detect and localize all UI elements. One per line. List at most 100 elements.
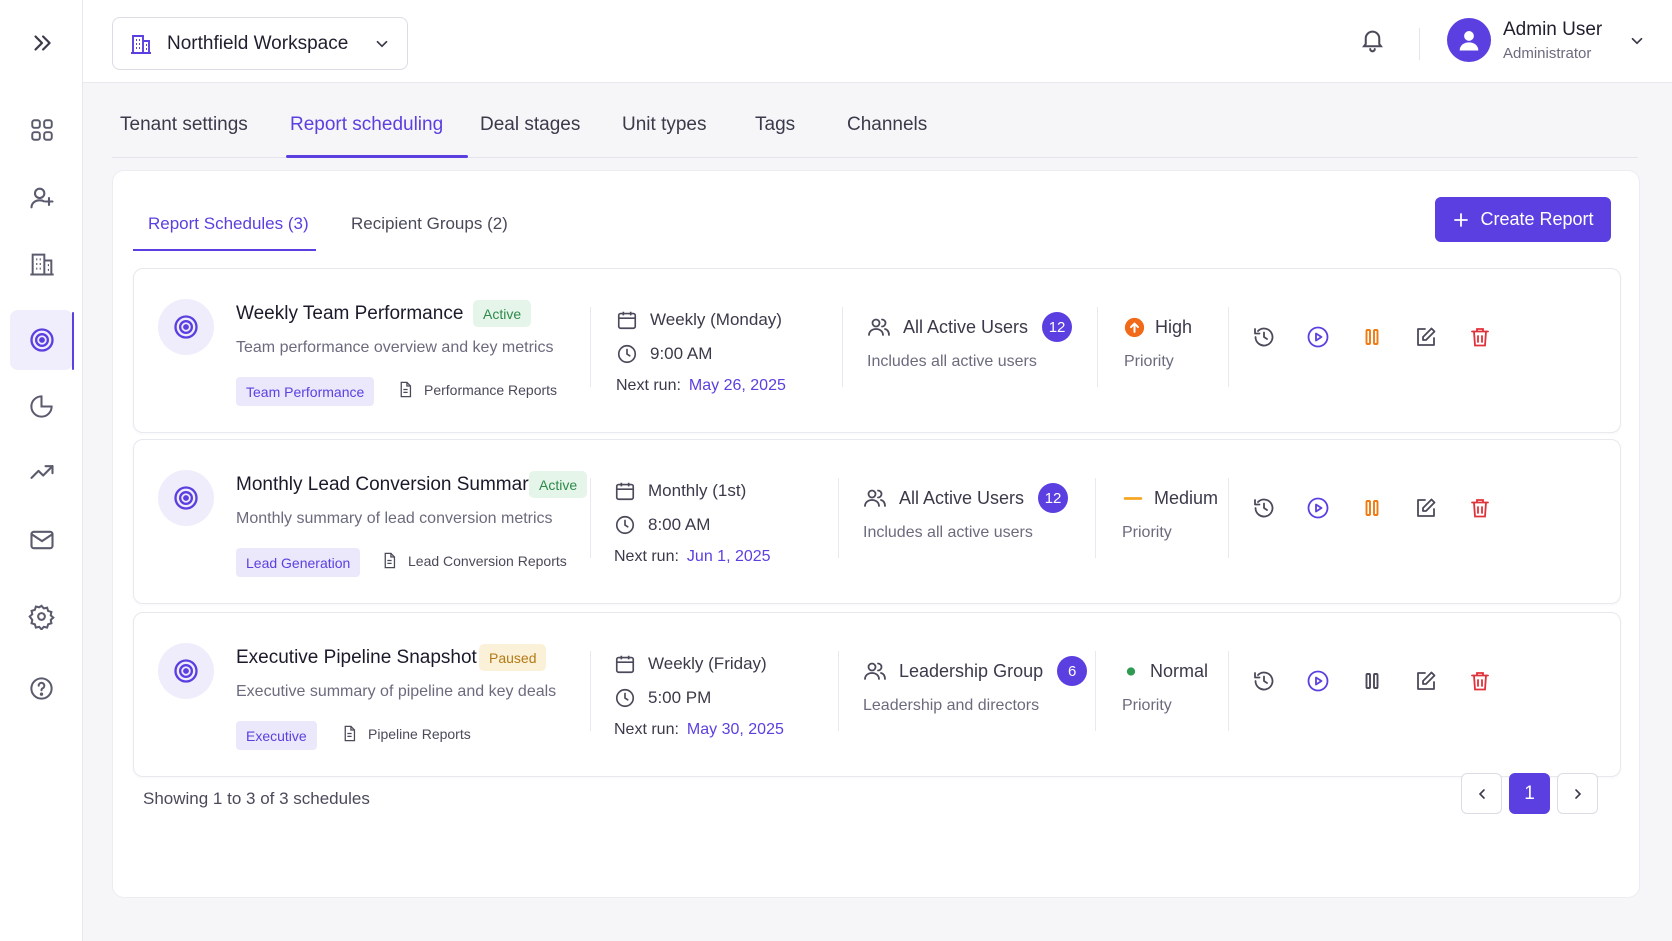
tab-unit-types[interactable]: Unit types xyxy=(622,114,707,135)
play-icon[interactable] xyxy=(1306,669,1330,693)
calendar-icon xyxy=(615,655,635,674)
workspace-selector[interactable]: Northfield Workspace xyxy=(112,17,408,70)
sidebar-item-trends[interactable] xyxy=(10,442,73,502)
priority-label: Priority xyxy=(1124,353,1174,370)
next-run: Next run: Jun 1, 2025 xyxy=(614,548,771,566)
sidebar-item-users[interactable] xyxy=(10,168,73,228)
history-icon[interactable] xyxy=(1252,325,1276,349)
sidebar-item-help[interactable] xyxy=(10,658,73,718)
pause-icon[interactable] xyxy=(1360,669,1384,693)
schedule-description: Monthly summary of lead conversion metri… xyxy=(236,510,553,527)
sidebar xyxy=(0,0,83,941)
page-1-button[interactable]: 1 xyxy=(1509,773,1550,814)
play-icon[interactable] xyxy=(1306,325,1330,349)
sidebar-item-settings[interactable] xyxy=(10,586,73,646)
run-time: 5:00 PM xyxy=(614,687,711,709)
trash-icon[interactable] xyxy=(1468,496,1492,520)
clock-icon xyxy=(615,688,635,708)
topbar-divider xyxy=(1419,28,1420,60)
expand-icon xyxy=(33,35,51,51)
sidebar-item-mail[interactable] xyxy=(10,510,73,570)
recipients-description: Includes all active users xyxy=(863,524,1033,541)
sidebar-item-targets[interactable] xyxy=(10,310,73,370)
schedule-icon xyxy=(158,299,214,355)
tab-channels[interactable]: Channels xyxy=(847,114,928,135)
add-user-icon xyxy=(29,187,54,209)
target-icon xyxy=(29,328,54,352)
schedule-title: Weekly Team Performance xyxy=(236,303,464,324)
sidebar-active-indicator xyxy=(72,312,74,370)
frequency: Weekly (Friday) xyxy=(614,653,767,675)
report-type-label: Pipeline Reports xyxy=(368,725,471,742)
trash-icon[interactable] xyxy=(1468,669,1492,693)
next-run-label: Next run: xyxy=(616,377,681,394)
top-bar: Northfield Workspace Admin User Administ… xyxy=(83,0,1672,83)
run-time-label: 5:00 PM xyxy=(648,688,712,707)
notifications-button[interactable] xyxy=(1359,26,1386,53)
arrow-up-circle-icon xyxy=(1124,317,1145,338)
report-type: Lead Conversion Reports xyxy=(381,551,567,570)
sidebar-item-analytics[interactable] xyxy=(10,376,73,436)
plus-icon xyxy=(1454,212,1469,227)
tab-deal-stages[interactable]: Deal stages xyxy=(480,114,581,135)
schedule-card: Executive Pipeline Snapshot Paused Execu… xyxy=(133,612,1621,777)
tab-report-scheduling[interactable]: Report scheduling xyxy=(290,114,444,135)
target-icon xyxy=(174,486,198,510)
tab-tags[interactable]: Tags xyxy=(755,114,796,135)
trash-icon[interactable] xyxy=(1468,325,1492,349)
recipients: All Active Users 12 xyxy=(867,312,1073,342)
frequency: Weekly (Monday) xyxy=(616,309,782,331)
next-run-date: Jun 1, 2025 xyxy=(686,548,771,565)
pause-icon[interactable] xyxy=(1360,325,1384,349)
report-type-label: Lead Conversion Reports xyxy=(408,552,567,569)
user-icon xyxy=(1459,31,1479,51)
schedule-description: Executive summary of pipeline and key de… xyxy=(236,683,557,700)
schedule-title: Monthly Lead Conversion Summary xyxy=(236,474,539,495)
schedule-actions xyxy=(1252,669,1492,693)
user-menu[interactable]: Admin User Administrator xyxy=(1447,18,1602,62)
pause-icon[interactable] xyxy=(1360,496,1384,520)
expand-sidebar-button[interactable] xyxy=(10,13,73,73)
schedule-actions xyxy=(1252,496,1492,520)
divider xyxy=(590,651,591,731)
next-run-date: May 30, 2025 xyxy=(686,721,784,738)
priority-label: Priority xyxy=(1122,524,1172,541)
history-icon[interactable] xyxy=(1252,496,1276,520)
previous-page-button[interactable] xyxy=(1461,773,1502,814)
sidebar-item-properties[interactable] xyxy=(10,234,73,294)
edit-icon[interactable] xyxy=(1414,325,1438,349)
priority-value: High xyxy=(1155,317,1193,337)
users-icon xyxy=(868,318,890,336)
recipient-count-badge: 12 xyxy=(1042,312,1073,342)
next-page-button[interactable] xyxy=(1557,773,1598,814)
edit-icon[interactable] xyxy=(1414,669,1438,693)
create-report-button[interactable]: Create Report xyxy=(1435,197,1611,242)
mail-icon xyxy=(29,530,54,550)
building-icon xyxy=(131,34,151,54)
user-menu-chevron[interactable] xyxy=(1628,32,1646,50)
category-tag: Team Performance xyxy=(236,377,375,406)
divider xyxy=(1097,307,1098,387)
next-run: Next run: May 30, 2025 xyxy=(614,721,784,739)
trending-up-icon xyxy=(29,465,54,479)
next-run-date: May 26, 2025 xyxy=(688,377,786,394)
play-icon[interactable] xyxy=(1306,496,1330,520)
tab-tenant-settings[interactable]: Tenant settings xyxy=(120,114,248,135)
chevron-left-icon xyxy=(1478,788,1485,799)
schedule-description: Team performance overview and key metric… xyxy=(236,339,554,356)
divider xyxy=(1095,651,1096,731)
active-tab-indicator xyxy=(286,155,468,158)
active-subtab-indicator xyxy=(133,249,316,251)
edit-icon[interactable] xyxy=(1414,496,1438,520)
chevron-down-icon xyxy=(1631,37,1643,45)
divider xyxy=(590,478,591,558)
sidebar-item-dashboard[interactable] xyxy=(10,100,73,160)
status-badge: Active xyxy=(529,471,588,498)
building-icon xyxy=(29,253,54,276)
subtab-recipient-groups[interactable]: Recipient Groups (2) xyxy=(351,214,508,233)
calendar-icon xyxy=(615,482,635,501)
history-icon[interactable] xyxy=(1252,669,1276,693)
recipients-description: Leadership and directors xyxy=(863,697,1040,714)
subtab-report-schedules[interactable]: Report Schedules (3) xyxy=(148,214,309,233)
category-tag: Executive xyxy=(236,721,317,750)
